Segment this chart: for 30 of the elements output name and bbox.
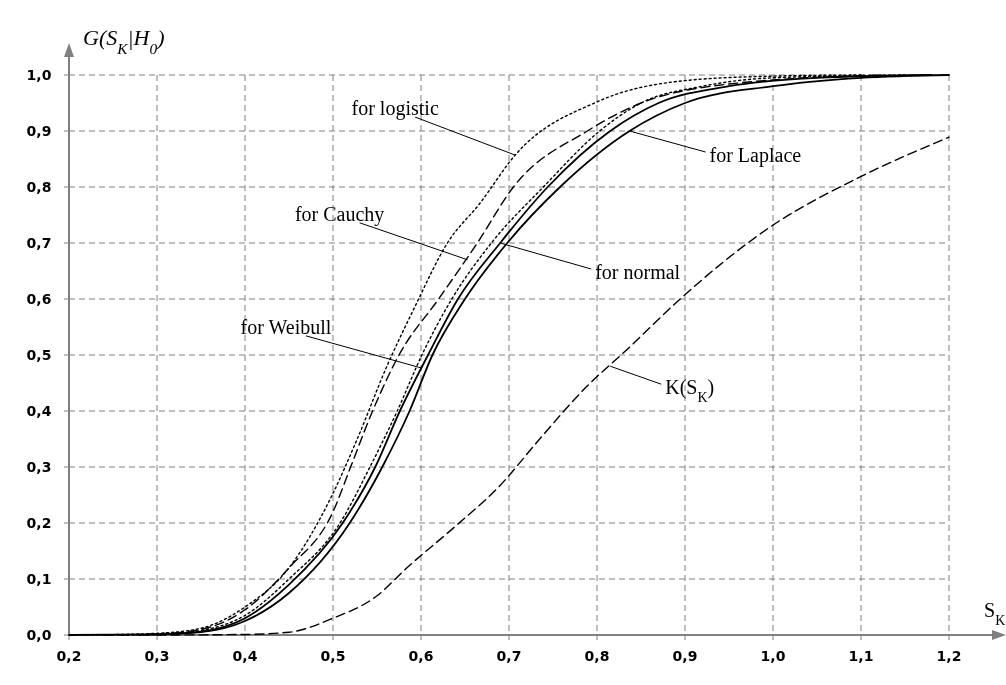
x-tick-label: 0,7: [496, 648, 522, 664]
x-tick-label: 1,0: [760, 648, 786, 664]
y-tick-label: 0,8: [26, 179, 52, 195]
x-tick-label: 0,9: [672, 648, 698, 664]
x-tick-label: 1,1: [848, 648, 874, 664]
y-tick-label: 1,0: [26, 67, 52, 83]
annotation: for Laplace: [709, 144, 802, 167]
x-tick-label: 0,4: [232, 648, 258, 664]
x-tick-label: 0,3: [144, 648, 170, 664]
x-axis-title: S$_{K}$: [984, 599, 1006, 628]
y-tick-label: 0,5: [26, 347, 52, 363]
x-tick-label: 0,8: [584, 648, 610, 664]
x-tick-label: 0,5: [320, 648, 346, 664]
annotation: K(S$_{K}$): [665, 376, 715, 405]
x-tick-label: 0,6: [408, 648, 434, 664]
annotation: for logistic: [351, 97, 439, 121]
annotation: for Cauchy: [294, 202, 385, 226]
y-tick-label: 0,9: [26, 123, 52, 139]
y-tick-label: 0,2: [26, 515, 52, 531]
x-tick-label: 1,2: [936, 648, 962, 664]
y-axis-title: G(S$_{K}$|H$_{0}$): [83, 25, 165, 57]
annotation: for normal: [595, 261, 681, 283]
y-tick-label: 0,3: [26, 459, 52, 475]
annotation: for Weibull: [240, 315, 332, 338]
y-tick-label: 0,7: [26, 235, 52, 251]
y-tick-label: 0,1: [26, 571, 52, 587]
x-tick-label: 0,2: [56, 648, 82, 664]
y-tick-label: 0,0: [26, 627, 52, 643]
y-tick-label: 0,4: [26, 403, 52, 419]
y-tick-label: 0,6: [26, 291, 52, 307]
